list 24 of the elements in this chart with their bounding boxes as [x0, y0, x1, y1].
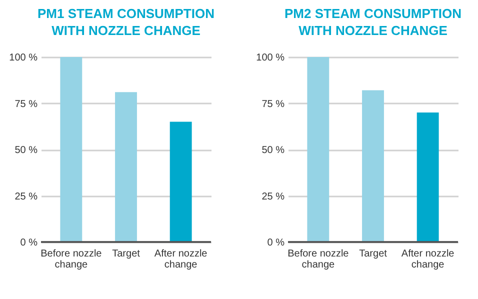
y-tick-label: 75 %	[14, 98, 38, 110]
x-tick-label: After nozzle change	[154, 248, 208, 270]
y-tick-label: 0 %	[20, 238, 38, 248]
bar	[60, 57, 82, 242]
x-tick-label: Before nozzle change	[288, 248, 350, 270]
y-tick-label: 75 %	[262, 98, 285, 110]
x-tick-label: Target	[359, 248, 388, 260]
chart-title: PM1 STEAM CONSUMPTION WITH NOZZLE CHANGE	[38, 6, 214, 38]
y-tick-label: 100 %	[256, 52, 285, 64]
bar	[362, 90, 384, 242]
bar	[416, 112, 439, 242]
x-tick-label: After nozzle change	[401, 248, 455, 270]
chart-title: PM2 STEAM CONSUMPTION WITH NOZZLE CHANGE	[284, 6, 462, 38]
y-tick-label: 0 %	[267, 238, 285, 248]
x-tick-label: Target	[112, 248, 140, 260]
y-tick-label: 25 %	[262, 191, 285, 202]
bar	[307, 57, 330, 242]
x-tick-label: Before nozzle change	[40, 248, 102, 270]
y-tick-label: 100 %	[9, 52, 38, 64]
y-tick-label: 50 %	[14, 145, 38, 156]
bar	[115, 92, 137, 242]
y-tick-label: 25 %	[14, 191, 38, 202]
bar	[170, 122, 192, 242]
y-tick-label: 50 %	[262, 145, 285, 156]
